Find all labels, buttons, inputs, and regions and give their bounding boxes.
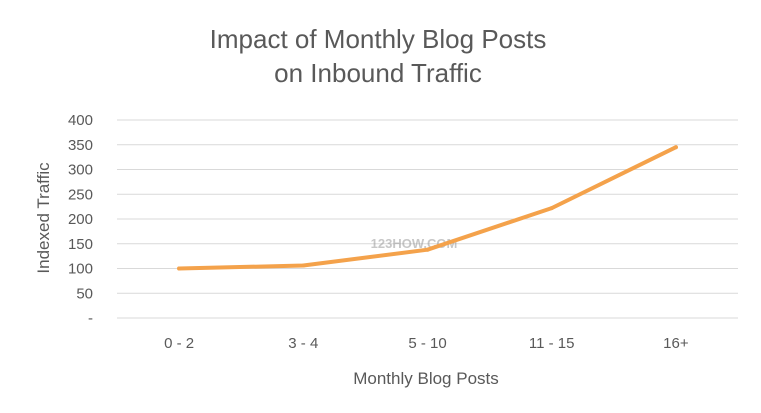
data-point-2 xyxy=(425,247,430,252)
chart-title-line-2: on Inbound Traffic xyxy=(274,58,482,88)
chart-title: Impact of Monthly Blog Posts on Inbound … xyxy=(210,24,547,88)
x-tick-label-2: 5 - 10 xyxy=(408,335,446,352)
gridlines xyxy=(117,119,738,319)
y-tick-label-350: 350 xyxy=(68,137,93,154)
y-axis-title: Indexed Traffic xyxy=(34,162,53,274)
x-tick-label-4: 16+ xyxy=(663,335,689,352)
x-tick-label-3: 11 - 15 xyxy=(529,335,575,352)
chart-title-line-1: Impact of Monthly Blog Posts xyxy=(210,24,547,54)
y-tick-label-50: 50 xyxy=(76,285,93,302)
y-tick-label-0: - xyxy=(88,310,93,327)
y-tick-label-100: 100 xyxy=(68,261,93,278)
y-tick-labels: - 50 100 150 200 250 300 350 400 xyxy=(68,112,93,327)
y-tick-label-250: 250 xyxy=(68,186,93,203)
x-tick-labels: 0 - 2 3 - 4 5 - 10 11 - 15 16+ xyxy=(164,335,689,352)
data-point-4 xyxy=(673,145,678,150)
y-tick-label-150: 150 xyxy=(68,236,93,253)
series-layer xyxy=(177,145,678,271)
x-tick-label-1: 3 - 4 xyxy=(288,335,318,352)
x-axis-title: Monthly Blog Posts xyxy=(353,369,499,388)
x-tick-label-0: 0 - 2 xyxy=(164,335,194,352)
data-point-1 xyxy=(301,263,306,268)
y-tick-label-200: 200 xyxy=(68,211,93,228)
y-tick-label-300: 300 xyxy=(68,162,93,179)
y-tick-label-400: 400 xyxy=(68,112,93,129)
data-point-0 xyxy=(177,266,182,271)
data-point-3 xyxy=(549,206,554,211)
